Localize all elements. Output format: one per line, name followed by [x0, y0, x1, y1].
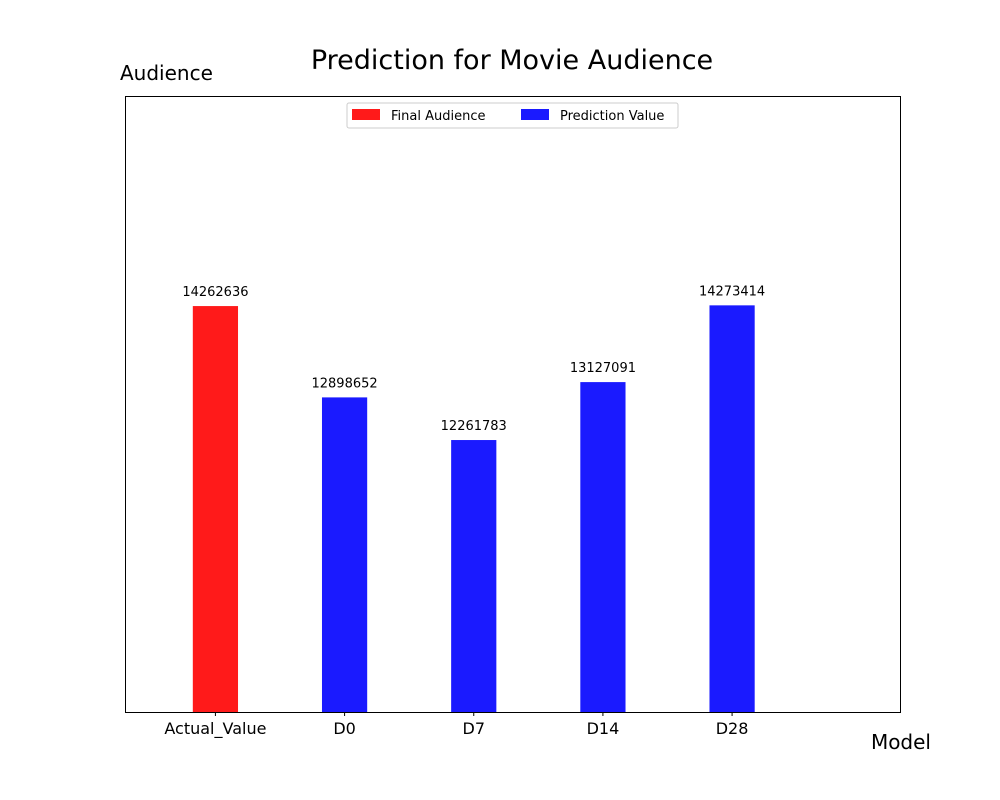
- bar-d0: [321, 397, 368, 712]
- legend-label: Final Audience: [391, 109, 485, 124]
- data-label: 14262636: [182, 285, 248, 300]
- x-tick-label: D7: [463, 719, 486, 738]
- x-axis-label: Model: [871, 730, 931, 754]
- bar-d14: [580, 382, 626, 712]
- x-tick-label: D28: [716, 719, 749, 738]
- value-labels-layer: 14262636 12898652 12261783 13127091 14273414: [182, 284, 765, 434]
- plot-area-frame: [125, 96, 901, 713]
- chart-title: Prediction for Movie Audience: [311, 45, 713, 76]
- x-tick-label: Actual_Value: [164, 719, 266, 739]
- data-label: 12898652: [311, 376, 377, 391]
- y-axis-label: Audience: [120, 61, 213, 85]
- x-ticks-layer: Actual_Value D0 D7 D14 D28: [164, 712, 748, 739]
- bar-d7: [451, 440, 497, 712]
- data-label: 14273414: [699, 284, 765, 299]
- data-label: 12261783: [441, 419, 507, 434]
- bars-layer: [192, 305, 755, 712]
- x-tick-label: D14: [587, 719, 620, 738]
- x-tick-label: D0: [333, 719, 356, 738]
- legend-swatch: [352, 109, 380, 120]
- legend-frame: [346, 102, 679, 129]
- legend: Final Audience Prediction Value: [346, 102, 679, 129]
- bar-d28: [709, 305, 755, 712]
- bar-actual-value: [192, 306, 239, 712]
- legend-swatch: [521, 109, 549, 120]
- legend-label: Prediction Value: [560, 109, 664, 124]
- data-label: 13127091: [570, 361, 636, 376]
